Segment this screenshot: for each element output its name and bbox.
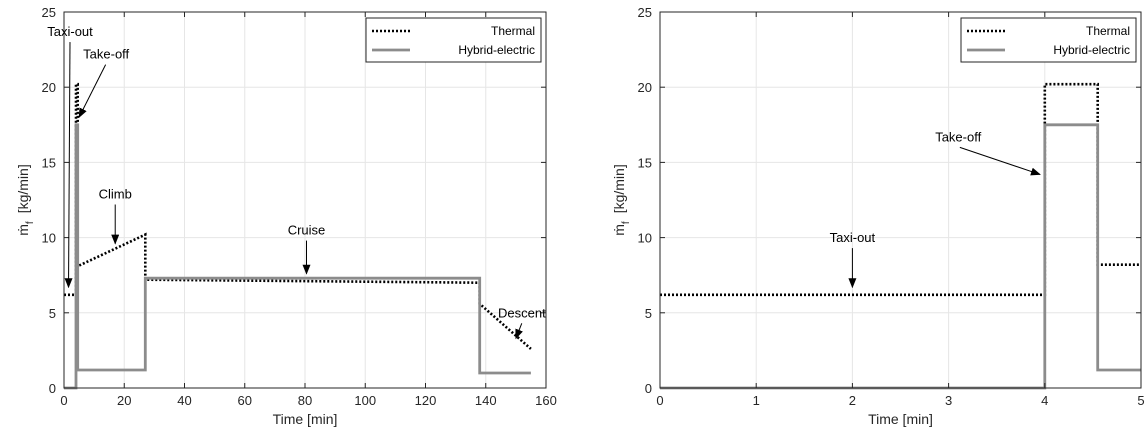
y-tick-label: 0 xyxy=(49,381,56,396)
y-tick-label: 25 xyxy=(638,5,652,20)
x-tick-label: 160 xyxy=(535,393,557,408)
y-tick-label: 20 xyxy=(42,80,56,95)
annotation-label: Take-off xyxy=(935,129,981,144)
x-tick-label: 140 xyxy=(475,393,497,408)
annotation-label: Taxi-out xyxy=(47,24,93,39)
y-axis-label-unit: [kg/min] xyxy=(15,164,31,213)
x-axis-label: Time [min] xyxy=(273,411,338,427)
y-tick-label: 15 xyxy=(42,155,56,170)
chart-panel-1: 0 20 40 60 80 100 120 140 160 0 5 10 15 20 25 Time [min… xyxy=(15,5,557,427)
legend-entry-label: Thermal xyxy=(1086,24,1130,38)
x-tick-label: 0 xyxy=(60,393,67,408)
annotation-label: Cruise xyxy=(288,223,326,238)
x-tick-label: 0 xyxy=(656,393,663,408)
x-tick-label: 40 xyxy=(177,393,191,408)
legend-box xyxy=(365,17,542,63)
y-tick-label: 5 xyxy=(645,306,652,321)
legend: Thermal Hybrid-electric xyxy=(365,17,542,63)
y-tick-label: 10 xyxy=(42,231,56,246)
annotation-arrow xyxy=(78,64,107,119)
legend-entry-label: Hybrid-electric xyxy=(458,43,535,57)
y-tick-label: 25 xyxy=(42,5,56,20)
x-tick-label: 5 xyxy=(1137,393,1144,408)
x-tick-label: 80 xyxy=(298,393,312,408)
x-tick-label: 1 xyxy=(753,393,760,408)
y-axis-label-subscript: f xyxy=(25,221,36,224)
x-tick-label: 3 xyxy=(945,393,952,408)
annotation-arrow xyxy=(64,42,73,289)
legend-entry-label: Hybrid-electric xyxy=(1053,43,1130,57)
y-axis-label-symbol: ṁ xyxy=(611,224,627,236)
axes-box xyxy=(659,11,1142,389)
x-tick-label: 2 xyxy=(849,393,856,408)
annotation-label: Taxi-out xyxy=(830,230,876,245)
annotation-label: Climb xyxy=(99,186,132,201)
y-axis-label-symbol: ṁ xyxy=(15,224,31,236)
x-tick-label: 20 xyxy=(117,393,131,408)
legend: Thermal Hybrid-electric xyxy=(960,17,1137,63)
y-axis-label-unit: [kg/min] xyxy=(611,164,627,213)
y-axis-label-subscript: f xyxy=(621,221,632,224)
x-axis-label: Time [min] xyxy=(868,411,933,427)
legend-entry-label: Thermal xyxy=(491,24,535,38)
annotation-label: Take-off xyxy=(83,47,129,62)
annotation-arrow xyxy=(959,146,1041,176)
y-tick-label: 20 xyxy=(638,80,652,95)
legend-box xyxy=(960,17,1137,63)
y-tick-label: 15 xyxy=(638,155,652,170)
x-tick-label: 4 xyxy=(1041,393,1048,408)
series-line-hybrid-electric xyxy=(64,123,531,390)
x-tick-label: 100 xyxy=(354,393,376,408)
annotation-label: Descent xyxy=(498,305,546,320)
x-tick-label: 60 xyxy=(238,393,252,408)
annotation-arrow xyxy=(515,323,523,340)
y-axis-label: ṁf [kg/min] xyxy=(611,164,632,235)
plot-area xyxy=(660,12,1141,388)
y-tick-label: 5 xyxy=(49,306,56,321)
y-tick-label: 10 xyxy=(638,231,652,246)
y-tick-label: 0 xyxy=(645,381,652,396)
chart-panel-2: 0 1 2 3 4 5 0 5 10 15 20 25 Time [min] ṁf [kg/min] Taxi… xyxy=(611,5,1145,427)
y-axis-label: ṁf [kg/min] xyxy=(15,164,36,235)
series-line-thermal xyxy=(660,82,1141,297)
x-tick-label: 120 xyxy=(415,393,437,408)
